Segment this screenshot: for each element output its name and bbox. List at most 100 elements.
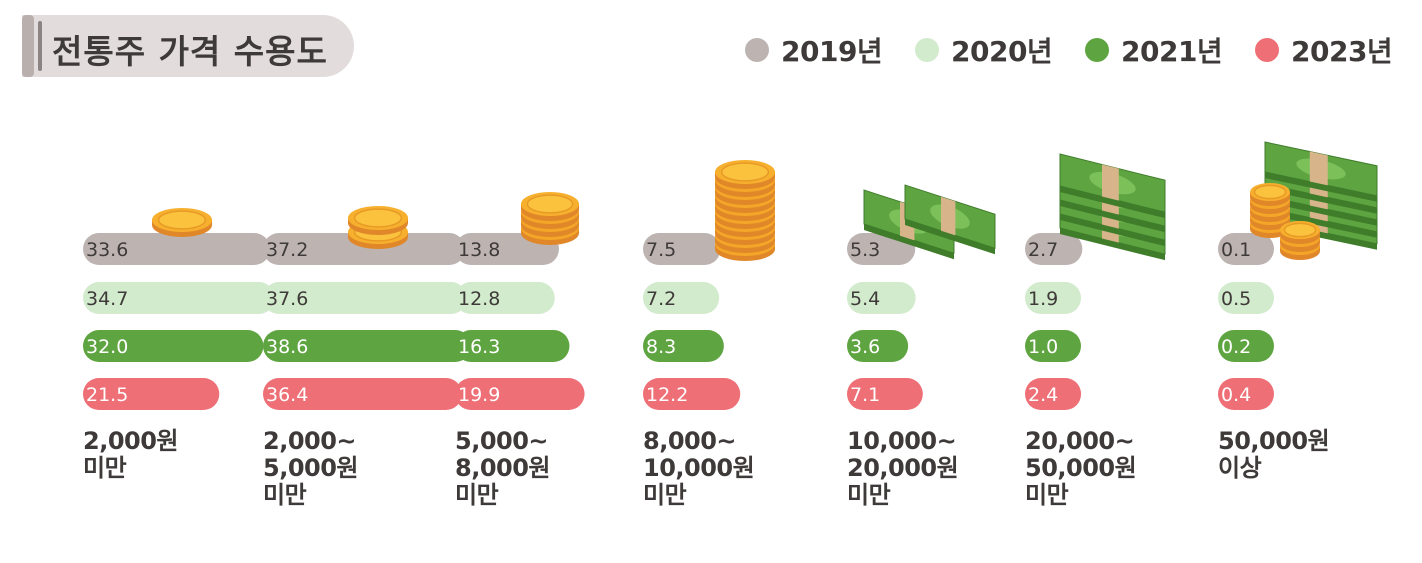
bar-value-label: 13.8 — [458, 239, 500, 261]
bar-value-label: 0.2 — [1221, 336, 1251, 358]
category-label: 5,000~ 8,000원 미만 — [455, 427, 551, 509]
cash-and-coins-icon — [1250, 141, 1378, 260]
category-label-line: 미만 — [1025, 481, 1069, 509]
bar-2020년-1 — [263, 282, 467, 314]
category-label-line: 미만 — [643, 481, 687, 509]
bar-value-label: 7.5 — [646, 239, 676, 261]
banknote-stack-icon — [1059, 153, 1166, 261]
category-label-line: 5,000~ — [455, 427, 549, 455]
bar-2019년-3 — [643, 233, 721, 265]
bar-value-label: 38.6 — [266, 336, 308, 358]
category-label-line: 20,000원 — [847, 454, 959, 482]
bar-value-label: 12.2 — [646, 384, 688, 406]
title-tab: 전통주 가격 수용도 — [22, 15, 354, 77]
bar-value-label: 37.6 — [266, 288, 308, 310]
legend-label: 2021년 — [1121, 35, 1223, 68]
category-label-line: 2,000~ — [263, 427, 357, 455]
bar-2019년-6 — [1218, 233, 1274, 265]
category-label-line: 50,000원 — [1025, 454, 1137, 482]
single-coin-icon — [152, 208, 212, 237]
bar-value-label: 1.0 — [1028, 336, 1058, 358]
bar-value-label: 3.6 — [850, 336, 880, 358]
category-label-line: 5,000원 — [263, 454, 359, 482]
category-label-line: 미만 — [847, 481, 891, 509]
bar-2021년-0 — [83, 330, 264, 362]
category-label-line: 10,000원 — [643, 454, 755, 482]
legend-label: 2020년 — [951, 35, 1053, 68]
bar-2021년-6 — [1218, 330, 1274, 362]
bar-value-label: 34.7 — [86, 288, 128, 310]
bar-2023년-2 — [455, 378, 585, 410]
bar-2020년-2 — [455, 282, 555, 314]
legend-dot — [1085, 38, 1109, 62]
category-label: 20,000~ 50,000원 미만 — [1025, 427, 1137, 509]
category-label-line: 8,000원 — [455, 454, 551, 482]
bar-value-label: 8.3 — [646, 336, 676, 358]
legend-item-2019년: 2019년 — [745, 30, 883, 70]
bar-2023년-6 — [1218, 378, 1274, 410]
bar-value-label: 32.0 — [86, 336, 128, 358]
bar-2023년-1 — [263, 378, 462, 410]
bar-value-label: 5.3 — [850, 239, 880, 261]
legend-item-2020년: 2020년 — [915, 30, 1053, 70]
coin-stack-icon — [521, 192, 579, 245]
bar-2019년-1 — [263, 233, 466, 265]
category-label-line: 미만 — [83, 454, 127, 482]
bar-2023년-3 — [643, 378, 741, 410]
bar-value-label: 19.9 — [458, 384, 500, 406]
bar-value-label: 2.7 — [1028, 239, 1058, 261]
bar-2021년-3 — [643, 330, 724, 362]
bar-value-label: 0.5 — [1221, 288, 1251, 310]
bar-2023년-4 — [847, 378, 923, 410]
bar-value-label: 16.3 — [458, 336, 500, 358]
bar-2020년-3 — [643, 282, 720, 314]
category-label: 8,000~ 10,000원 미만 — [643, 427, 755, 509]
bar-2023년-0 — [83, 378, 220, 410]
title-tab-stripe-inner — [38, 21, 42, 71]
bar-value-label: 1.9 — [1028, 288, 1058, 310]
bar-value-label: 0.1 — [1221, 239, 1251, 261]
category-label: 2,000~ 5,000원 미만 — [263, 427, 359, 509]
bar-value-label: 7.1 — [850, 384, 880, 406]
bar-value-label: 36.4 — [266, 384, 308, 406]
category-label-line: 10,000~ — [847, 427, 957, 455]
category-label-line: 8,000~ — [643, 427, 737, 455]
legend-dot — [1255, 38, 1279, 62]
legend-dot — [745, 38, 769, 62]
category-label: 50,000원 이상 — [1218, 427, 1330, 482]
bar-value-label: 2.4 — [1028, 384, 1058, 406]
banknote-bundle-icon — [863, 184, 996, 260]
category-label: 2,000원 미만 — [83, 427, 179, 482]
bar-2021년-2 — [455, 330, 570, 362]
category-label-line: 미만 — [455, 481, 499, 509]
chart-title: 전통주 가격 수용도 — [52, 32, 328, 71]
tall-coin-stack-icon — [715, 160, 775, 261]
bar-value-label: 0.4 — [1221, 384, 1251, 406]
bar-2020년-5 — [1025, 282, 1081, 314]
category-label-line: 이상 — [1218, 454, 1262, 482]
bar-2021년-4 — [847, 330, 909, 362]
bar-2021년-1 — [263, 330, 472, 362]
category-label-line: 미만 — [263, 481, 307, 509]
bar-2019년-5 — [1025, 233, 1083, 265]
category-label-line: 2,000원 — [83, 427, 179, 455]
bar-value-label: 5.4 — [850, 288, 880, 310]
bar-2020년-6 — [1218, 282, 1274, 314]
category-label: 10,000~ 20,000원 미만 — [847, 427, 959, 509]
bar-value-label: 33.6 — [86, 239, 128, 261]
legend-label: 2023년 — [1291, 35, 1393, 68]
bar-2020년-4 — [847, 282, 916, 314]
bar-value-label: 12.8 — [458, 288, 500, 310]
category-label-line: 20,000~ — [1025, 427, 1135, 455]
category-label-line: 50,000원 — [1218, 427, 1330, 455]
bar-2023년-5 — [1025, 378, 1082, 410]
legend-label: 2019년 — [781, 35, 883, 68]
title-tab-stripe — [22, 15, 34, 77]
double-coin-icon — [348, 206, 408, 249]
legend-item-2021년: 2021년 — [1085, 30, 1223, 70]
legend-dot — [915, 38, 939, 62]
bar-value-label: 21.5 — [86, 384, 128, 406]
bar-value-label: 7.2 — [646, 288, 676, 310]
bar-2021년-5 — [1025, 330, 1081, 362]
